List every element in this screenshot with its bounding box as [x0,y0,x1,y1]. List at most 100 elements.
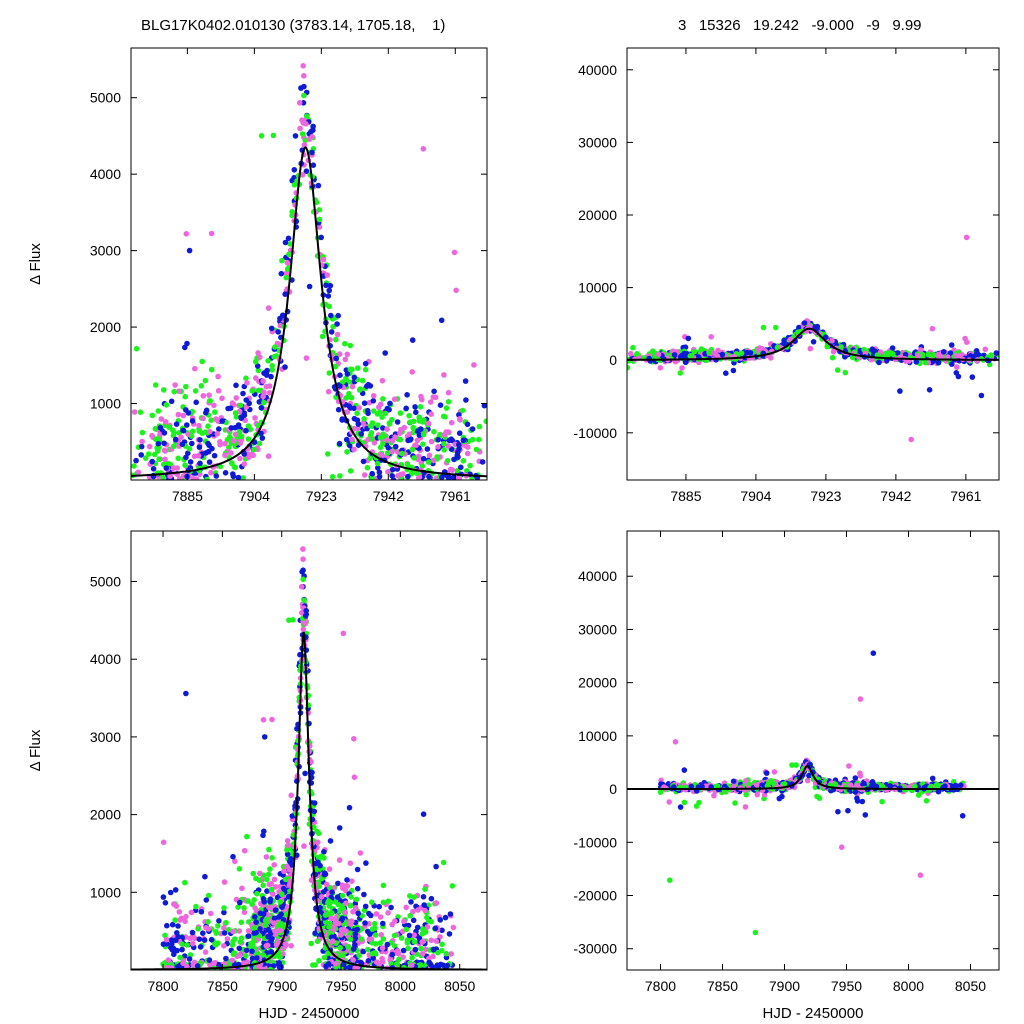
data-point [479,459,486,465]
y-axis-title: Δ Flux [27,729,44,771]
data-point [346,403,353,410]
data-point [165,957,172,963]
data-point [189,929,196,936]
data-point [201,937,208,943]
x-tick-label: 7923 [306,488,337,504]
data-point [263,854,270,860]
data-point [206,392,212,399]
data-point [249,955,256,962]
data-point [312,962,319,968]
data-point [237,439,243,446]
data-point [420,146,427,152]
data-points [131,63,487,480]
y-tick-label: 3000 [90,243,121,259]
data-point [384,426,390,432]
data-point [363,860,369,866]
x-tick-label: 7923 [810,488,841,504]
data-point [304,113,310,119]
data-point [380,899,387,906]
data-point [284,851,291,857]
data-point [448,419,455,426]
data-point [334,331,341,338]
data-point [481,402,487,409]
data-point [685,335,692,342]
data-point [354,885,361,892]
data-point [313,199,320,206]
x-tick-label: 8050 [444,978,475,994]
data-point [170,443,177,450]
data-point [419,396,425,403]
data-point [394,449,401,455]
data-point [229,942,236,948]
data-point [252,905,258,911]
data-point [298,583,305,590]
data-point [329,910,335,916]
data-point [235,904,241,910]
data-point [336,440,343,447]
data-point [230,438,237,444]
data-point [203,925,209,931]
data-point [308,940,315,947]
data-point [915,353,921,359]
data-point [262,922,269,929]
data-point [315,839,321,846]
data-point [237,899,243,906]
data-point [405,437,411,444]
data-point [451,456,457,463]
data-point [257,926,263,932]
data-point [245,928,252,934]
data-point [439,941,445,948]
y-tick-label: 5000 [90,574,121,590]
data-point [859,798,866,805]
data-point [251,446,257,453]
data-point [953,352,960,359]
data-point [212,941,218,948]
data-point [183,383,189,390]
data-point [935,359,942,366]
data-point [411,894,418,900]
data-point [243,427,249,434]
data-point [155,435,161,442]
data-point [168,937,175,943]
data-point [160,474,166,480]
data-point [397,436,404,443]
data-point [318,853,325,860]
data-point [299,569,305,575]
data-point [270,891,276,897]
data-point [978,392,985,399]
data-point [310,162,317,168]
data-point [282,239,289,246]
data-point [384,941,391,948]
data-point [335,406,342,413]
data-point [171,388,177,395]
data-point [360,458,367,465]
data-point [732,800,738,806]
data-point [268,373,274,380]
data-point [397,410,404,416]
data-point [232,464,239,471]
data-point [348,394,355,401]
data-point [390,477,397,480]
data-point [245,436,252,442]
x-tick-label: 7885 [172,488,203,504]
data-point [208,230,215,237]
data-point [830,349,837,355]
data-point [347,342,354,349]
data-point [365,381,372,388]
data-point [223,919,229,926]
data-point [157,431,163,438]
data-point [260,717,267,723]
data-point [272,928,278,934]
data-point [312,930,318,936]
y-tick-label: 2000 [90,319,121,335]
data-point [236,866,243,872]
data-point [183,231,190,237]
data-point [457,417,463,423]
data-point [456,441,462,448]
y-tick-label: -10000 [573,425,617,441]
data-point [301,92,307,99]
data-point [133,457,139,464]
data-point [260,393,267,400]
data-point [297,125,303,132]
data-point [172,382,178,388]
